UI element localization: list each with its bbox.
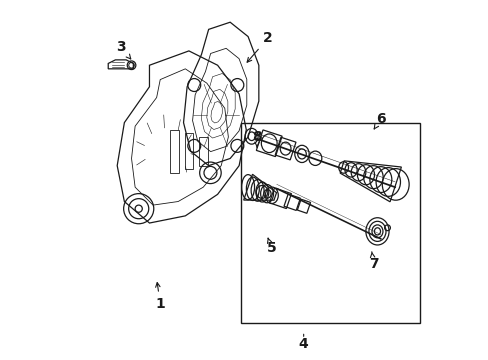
Text: 1: 1: [155, 283, 165, 311]
Bar: [199, 137, 207, 166]
Text: 3: 3: [116, 40, 130, 59]
Text: 8: 8: [252, 130, 262, 147]
Bar: [241, 123, 419, 323]
Text: 2: 2: [246, 31, 272, 62]
Text: 5: 5: [266, 238, 276, 255]
Bar: [184, 134, 193, 169]
Text: 4: 4: [298, 337, 308, 351]
Text: 7: 7: [368, 252, 378, 271]
Text: 6: 6: [373, 112, 385, 129]
Bar: [170, 130, 179, 173]
